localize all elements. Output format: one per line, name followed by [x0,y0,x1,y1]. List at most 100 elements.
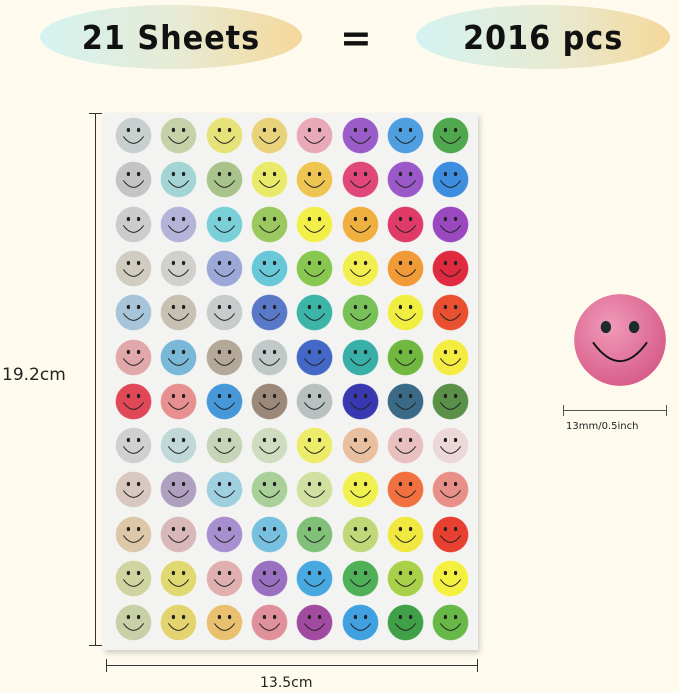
sticker-sheet [103,113,478,650]
smiley-face-icon [296,117,334,154]
smiley-face-icon [250,471,288,509]
smiley-face-icon [160,427,198,465]
smiley-face-icon [296,515,334,553]
smiley-face-icon [205,294,243,332]
smiley-face-icon [296,604,334,642]
smiley-face-icon [160,294,198,332]
smiley-face-icon [250,338,288,376]
smiley-face-icon [341,604,379,642]
smiley-face-icon [160,560,198,597]
height-label: 19.2cm [2,365,66,385]
smiley-face-icon [341,294,379,332]
smiley-face-icon [250,294,288,332]
smiley-face-icon [432,161,470,199]
smiley-face-icon [432,205,470,243]
smiley-face-icon [296,294,334,332]
height-dimension-cap-bottom [89,645,102,646]
smiley-face-icon [250,161,288,199]
smiley-face-icon [250,560,288,597]
smiley-face-icon [341,249,379,287]
smiley-face-icon [341,117,379,154]
smiley-face-icon [115,249,152,287]
smiley-face-icon [432,117,470,154]
smiley-face-icon [574,294,666,386]
sheets-count-text: 21 Sheets [81,17,261,57]
smiley-face-icon [386,117,424,154]
smiley-face-icon [160,515,198,553]
smiley-face-icon [386,604,424,642]
smiley-face-icon [205,161,243,199]
smiley-face-icon [386,294,424,332]
smiley-face-icon [160,161,198,199]
smiley-face-icon [205,382,243,420]
smiley-face-icon [250,515,288,553]
smiley-face-icon [160,117,198,154]
smiley-face-icon [205,560,243,597]
smiley-face-icon [205,117,243,154]
smiley-face-icon [386,249,424,287]
smiley-face-icon [432,560,470,597]
smiley-face-icon [296,427,334,465]
width-dimension-line [106,665,478,666]
smiley-face-icon [115,560,152,597]
smiley-face-icon [432,427,470,465]
sticker-size-cap-left [563,405,564,416]
width-label: 13.5cm [260,675,313,691]
smiley-face-icon [341,427,379,465]
sticker-size-label: 13mm/0.5inch [566,421,639,432]
smiley-face-icon [296,382,334,420]
smiley-face-icon [205,471,243,509]
smiley-face-icon [296,205,334,243]
smiley-face-icon [341,161,379,199]
smiley-face-icon [205,338,243,376]
smiley-face-icon [432,382,470,420]
smiley-face-icon [432,604,470,642]
smiley-face-icon [160,249,198,287]
smiley-face-icon [250,205,288,243]
smiley-face-icon [386,471,424,509]
smiley-face-icon [250,604,288,642]
smiley-face-icon [160,338,198,376]
smiley-face-icon [432,515,470,553]
smiley-face-icon [115,338,152,376]
smiley-face-icon [205,205,243,243]
smiley-face-icon [115,117,152,154]
smiley-face-icon [386,560,424,597]
smiley-face-icon [386,205,424,243]
smiley-face-icon [386,161,424,199]
smiley-face-icon [115,604,152,642]
smiley-face-icon [432,338,470,376]
smiley-face-icon [341,515,379,553]
smiley-face-icon [386,515,424,553]
height-dimension-cap-top [89,113,102,114]
smiley-face-icon [341,205,379,243]
smiley-face-icon [432,294,470,332]
height-dimension-line [95,113,96,645]
smiley-face-icon [341,338,379,376]
smiley-face-icon [341,382,379,420]
smiley-face-icon [115,205,152,243]
equals-sign: = [340,16,372,60]
width-dimension-cap-left [106,659,107,672]
pieces-count-badge: 2016 pcs [416,5,670,69]
smiley-face-icon [250,117,288,154]
smiley-face-icon [341,471,379,509]
smiley-face-icon [160,205,198,243]
smiley-face-icon [386,427,424,465]
smiley-face-icon [386,382,424,420]
smiley-face-icon [115,294,152,332]
smiley-face-icon [432,471,470,509]
width-dimension-cap-right [477,659,478,672]
smiley-face-icon [205,515,243,553]
smiley-face-icon [115,427,152,465]
sticker-size-cap-right [666,405,667,416]
sheets-count-badge: 21 Sheets [40,5,302,69]
smiley-face-icon [386,338,424,376]
smiley-face-icon [205,427,243,465]
smiley-face-icon [160,382,198,420]
smiley-face-icon [341,560,379,597]
smiley-face-icon [115,161,152,199]
smiley-face-icon [115,382,152,420]
smiley-face-icon [296,560,334,597]
smiley-face-icon [250,382,288,420]
